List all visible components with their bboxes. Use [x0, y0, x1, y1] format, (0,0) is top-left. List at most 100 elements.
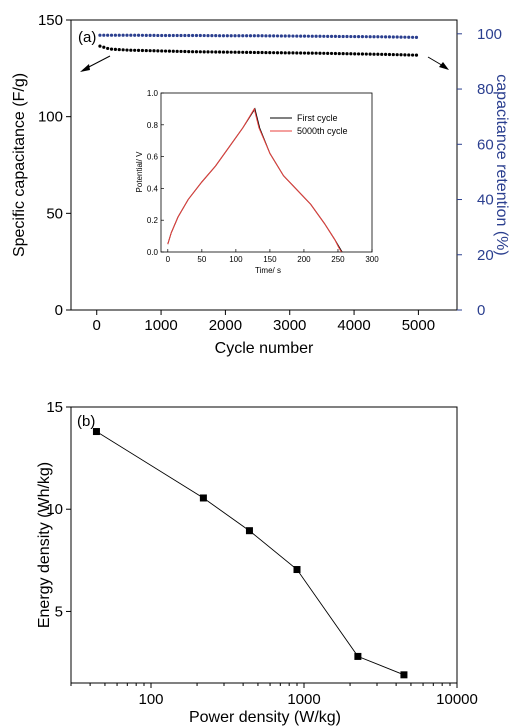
retention-point [275, 34, 280, 38]
capacitance-point [360, 52, 365, 56]
ragone-point [92, 428, 100, 436]
retention-point [291, 34, 295, 38]
retention-point [163, 33, 168, 38]
retention-point [279, 34, 283, 38]
capacitance-point [152, 49, 156, 53]
capacitance-point [163, 49, 168, 53]
capacitance-point [194, 50, 199, 54]
capacitance-point [356, 52, 361, 56]
retention-point [144, 33, 148, 37]
capacitance-point [125, 48, 129, 52]
capacitance-point [225, 50, 229, 54]
retention-point [136, 33, 141, 37]
retention-point [341, 34, 345, 39]
y-tick-label: 50 [46, 205, 63, 222]
panel-b-label: (b) [77, 413, 95, 430]
y-tick-label: 150 [38, 12, 63, 29]
capacitance-point [148, 49, 152, 53]
capacitance-point [322, 51, 326, 55]
retention-point [140, 33, 145, 37]
capacitance-point [136, 48, 141, 52]
capacitance-point [248, 50, 253, 54]
capacitance-point [179, 49, 183, 54]
panel-a: (a) Cycle number Specific capacitance (F… [11, 12, 510, 357]
retention-point [380, 35, 384, 39]
inset-legend-label: 5000th cycle [297, 126, 348, 136]
x-tick-label: 5000 [402, 317, 435, 334]
capacitance-point [411, 53, 415, 57]
inset-x-tick-label: 150 [263, 255, 277, 264]
inset-y-tick-label: 0.4 [147, 184, 159, 193]
y2-tick-label: 80 [477, 81, 494, 98]
capacitance-point [187, 49, 191, 54]
right-axis-arrow [427, 56, 449, 70]
capacitance-point [171, 49, 175, 53]
capacitance-point [353, 52, 357, 56]
retention-point [302, 34, 307, 38]
inset-lines [167, 107, 343, 253]
retention-point [179, 33, 183, 38]
capacitance-point [133, 48, 137, 52]
inset-legend: First cycle 5000th cycle [270, 113, 348, 136]
retention-point [333, 34, 338, 39]
capacitance-point [329, 51, 334, 56]
inset-x-tick-label: 300 [365, 255, 379, 264]
capacitance-point [310, 51, 314, 55]
panel-a-label: (a) [78, 29, 96, 46]
capacitance-point [318, 51, 322, 55]
retention-point [237, 34, 241, 38]
retention-point [198, 33, 202, 38]
capacitance-point [202, 50, 206, 54]
retention-point [268, 34, 272, 38]
retention-point [218, 34, 222, 38]
retention-point [411, 35, 415, 39]
retention-point [125, 33, 129, 37]
retention-point [248, 34, 253, 38]
retention-point [117, 33, 121, 37]
retention-point [326, 34, 330, 38]
retention-point [167, 33, 172, 38]
retention-point [407, 35, 411, 39]
capacitance-point [268, 51, 272, 55]
capacitance-point [210, 50, 214, 54]
ragone-point [293, 566, 301, 574]
retention-point [364, 35, 368, 39]
capacitance-point [337, 51, 341, 56]
capacitance-point [403, 53, 407, 57]
retention-point [376, 35, 380, 39]
y-tick-label: 10 [46, 501, 63, 518]
retention-point [391, 35, 395, 39]
retention-point [399, 35, 403, 39]
capacitance-point [221, 50, 226, 54]
y2-tick-label: 0 [477, 302, 485, 319]
capacitance-point [256, 50, 260, 55]
capacitance-point [306, 51, 310, 55]
y2-tick-label: 100 [477, 26, 502, 43]
retention-point [295, 34, 299, 38]
capacitance-point [98, 44, 102, 48]
y-tick-label: 5 [55, 603, 63, 620]
retention-point [129, 33, 133, 37]
retention-point [283, 34, 287, 38]
retention-point [245, 34, 249, 38]
inset-series-line [167, 107, 342, 253]
panel-b-x-ticks: 100 1000 10000 [70, 683, 478, 708]
x-tick-label: 1000 [144, 317, 177, 334]
panel-b-frame [70, 406, 458, 684]
retention-point [403, 35, 407, 39]
x-tick-label: 1000 [287, 691, 320, 708]
retention-point [102, 33, 106, 37]
inset-x-tick-label: 50 [197, 255, 206, 264]
capacitance-point [190, 50, 195, 54]
inset-x-tick-label: 250 [331, 255, 345, 264]
capacitance-point [167, 49, 172, 53]
panel-a-points [98, 33, 419, 57]
retention-point [360, 35, 365, 39]
capacitance-point [391, 52, 395, 57]
capacitance-point [333, 51, 338, 56]
retention-point [318, 34, 322, 38]
capacitance-point [414, 53, 419, 57]
inset-x-tick-label: 0 [166, 255, 171, 264]
capacitance-point [206, 50, 210, 54]
inset-x-ticks: 0 50 100 150 200 250 300 [166, 249, 379, 264]
